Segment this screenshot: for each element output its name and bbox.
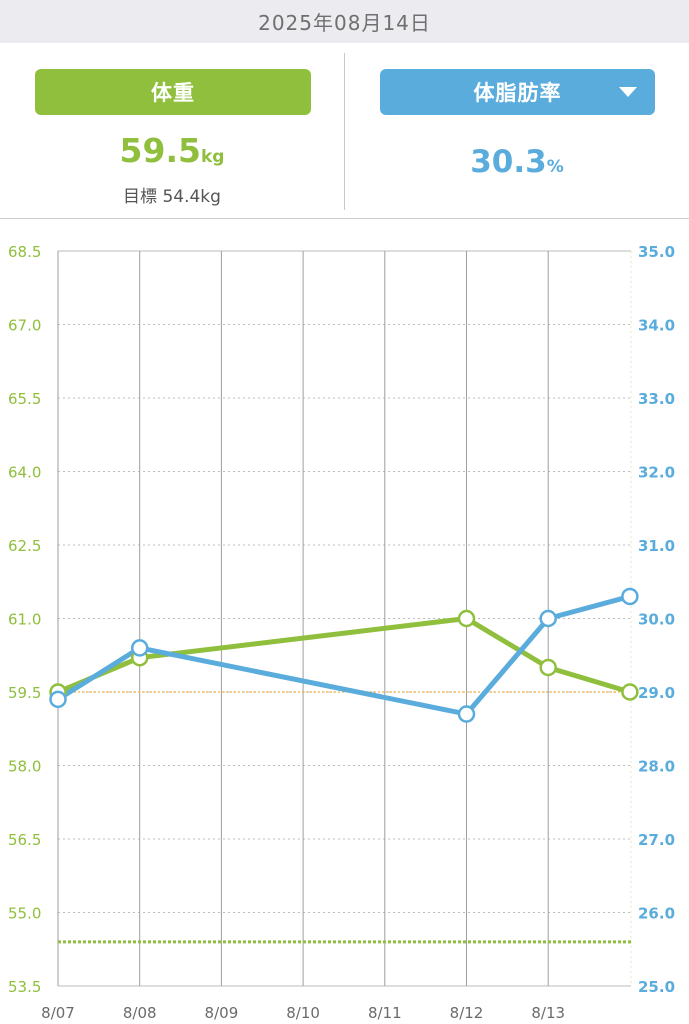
x-axis-label: 8/09 — [205, 1004, 239, 1022]
weight-button[interactable]: 体重 — [35, 69, 311, 115]
left-axis-tick: 61.0 — [8, 611, 41, 629]
right-axis-tick: 25.0 — [638, 978, 675, 996]
fat-panel: 体脂肪率 30.3% — [345, 43, 689, 219]
goal-label: 目標 — [123, 187, 158, 207]
weight-unit: kg — [200, 147, 225, 167]
left-axis-tick: 65.5 — [8, 390, 41, 408]
right-axis-tick: 29.0 — [638, 684, 675, 702]
x-axis-label: 8/10 — [286, 1004, 320, 1022]
fat-point — [49, 690, 67, 709]
x-axis-label: 8/12 — [450, 1004, 484, 1022]
weight-point — [539, 658, 557, 677]
weight-point — [621, 683, 639, 701]
x-axis-label: 8/13 — [531, 1004, 565, 1022]
right-axis-tick: 31.0 — [638, 537, 675, 555]
weight-fat-chart: 68.5 67.0 65.5 64.0 62.5 61.0 59.5 58.0 56.5 55.0… — [8, 243, 675, 1022]
fat-point — [539, 609, 557, 628]
weight-number: 59.5 — [119, 131, 201, 170]
right-axis-tick: 34.0 — [638, 317, 675, 335]
left-axis-tick: 59.5 — [8, 684, 41, 702]
weight-panel: 体重 59.5kg 目標 54.4kg — [0, 43, 344, 219]
right-axis-tick: 26.0 — [638, 905, 675, 923]
fat-point — [457, 705, 476, 723]
weight-button-label: 体重 — [151, 81, 195, 105]
left-axis-tick: 67.0 — [8, 317, 41, 335]
panel-divider — [344, 53, 345, 210]
fat-number: 30.3 — [470, 144, 547, 180]
left-axis-tick: 53.5 — [8, 978, 41, 996]
left-axis-tick: 55.0 — [8, 905, 41, 923]
right-axis-tick: 33.0 — [638, 390, 675, 408]
fat-point — [621, 587, 639, 606]
weight-value: 59.5kg — [0, 131, 344, 170]
weight-point — [457, 609, 476, 628]
date-text: 2025年08月14日 — [258, 11, 431, 35]
goal-text: 目標 54.4kg — [0, 182, 344, 207]
section-divider — [0, 218, 689, 219]
fat-dropdown-button[interactable]: 体脂肪率 — [380, 69, 655, 115]
caret-down-icon — [619, 87, 637, 97]
left-axis-tick: 56.5 — [8, 831, 41, 849]
fat-point — [130, 639, 149, 657]
fat-unit: % — [546, 157, 564, 177]
x-axis-label: 8/07 — [41, 1004, 75, 1022]
right-axis-tick: 35.0 — [638, 243, 675, 261]
x-axis-label: 8/11 — [368, 1004, 402, 1022]
right-axis-tick: 28.0 — [638, 758, 675, 776]
left-axis-tick: 68.5 — [8, 243, 41, 261]
right-axis-tick: 27.0 — [638, 831, 675, 849]
fat-button-label: 体脂肪率 — [473, 81, 562, 105]
left-axis-tick: 64.0 — [8, 464, 41, 482]
x-axis-label: 8/08 — [123, 1004, 157, 1022]
goal-value: 54.4kg — [162, 187, 221, 207]
date-header: 2025年08月14日 — [0, 0, 689, 43]
fat-value: 30.3% — [345, 144, 689, 180]
right-axis-tick: 30.0 — [638, 611, 675, 629]
left-axis-tick: 62.5 — [8, 537, 41, 555]
left-axis-tick: 58.0 — [8, 758, 41, 776]
right-axis-tick: 32.0 — [638, 464, 675, 482]
